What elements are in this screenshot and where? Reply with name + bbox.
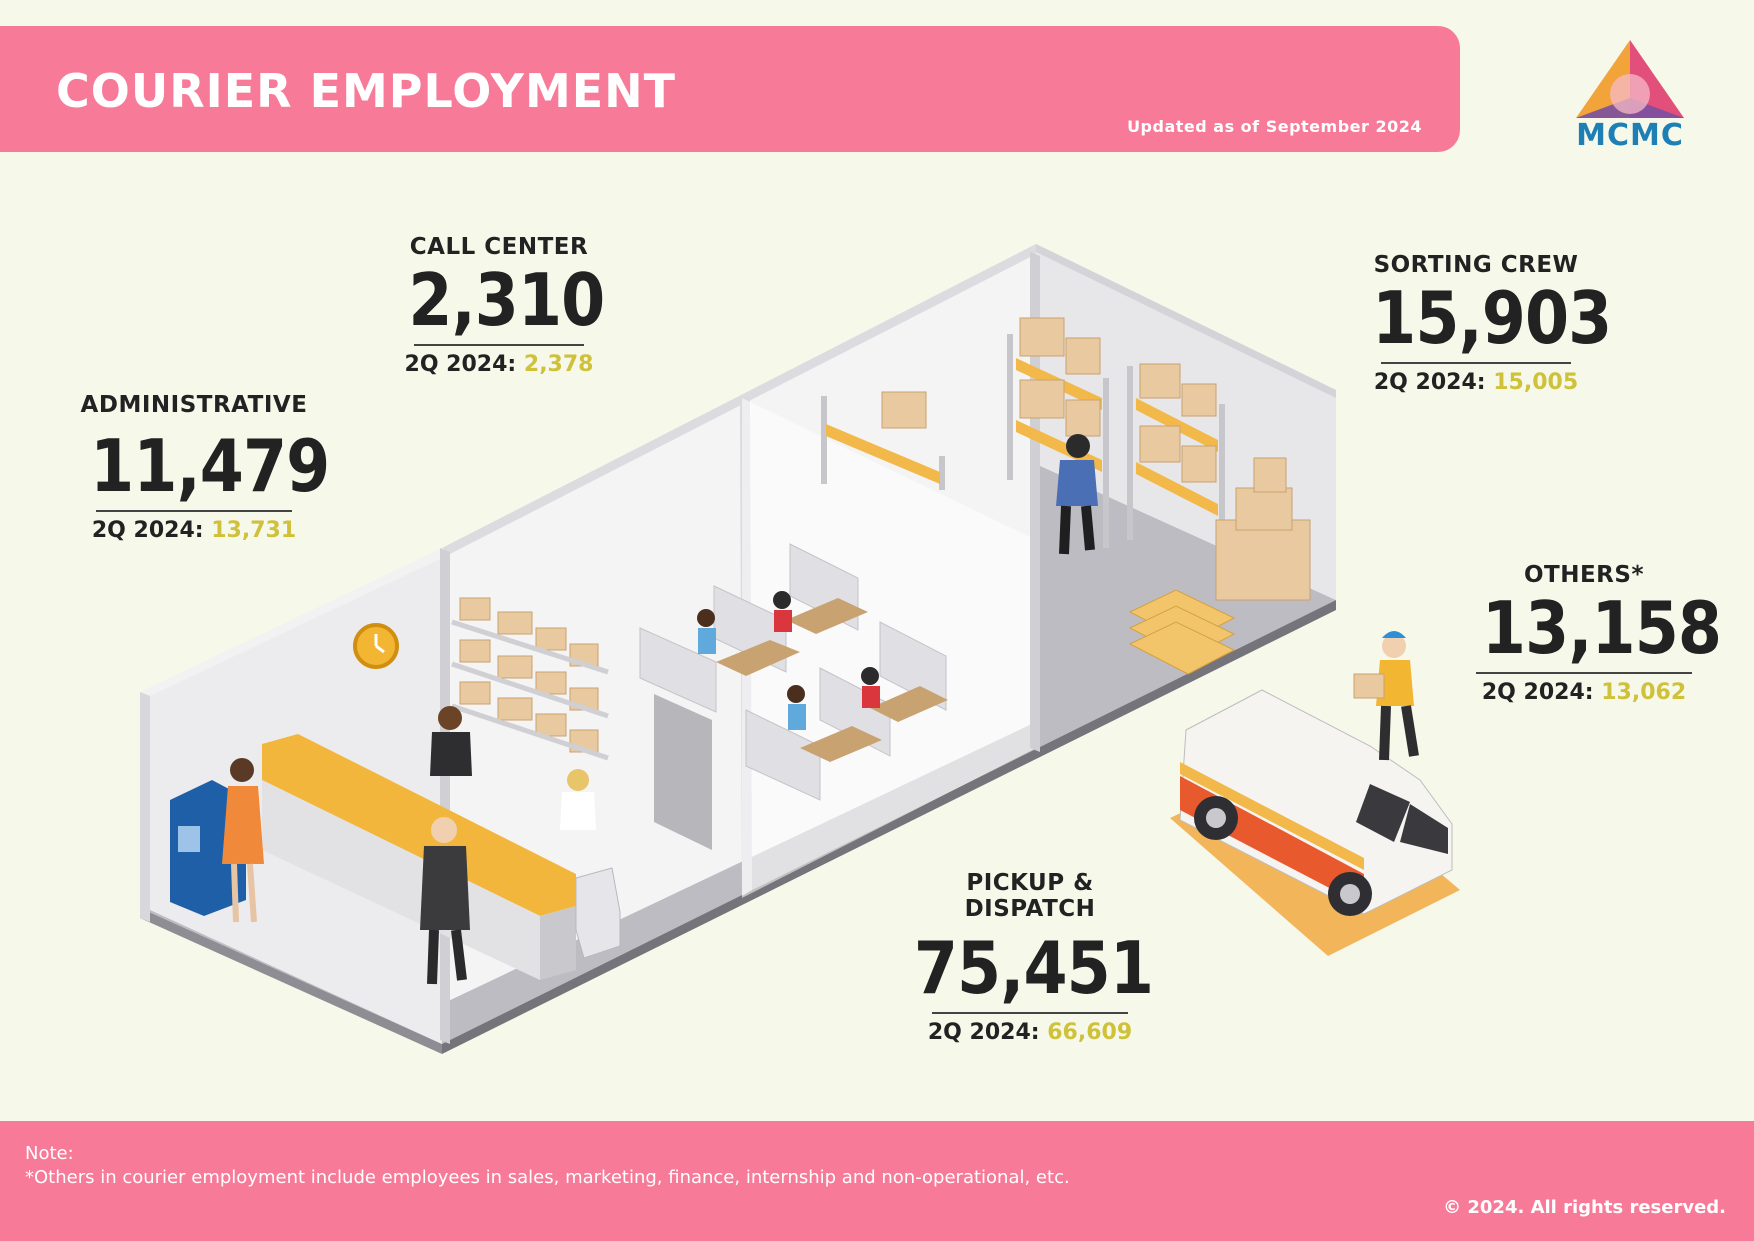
stat-divider — [1476, 672, 1692, 674]
stat-previous-value: 2,378 — [523, 352, 594, 377]
stat-divider — [96, 510, 292, 512]
stat-previous: 2Q 2024: 2,378 — [404, 352, 594, 377]
mcmc-logo-icon — [1576, 40, 1684, 118]
stat-previous-value: 13,731 — [211, 518, 297, 543]
stat-label: PICKUP & DISPATCH — [964, 870, 1096, 922]
stat-value: 13,158 — [1481, 586, 1722, 670]
page-title: COURIER EMPLOYMENT — [56, 64, 677, 118]
stat-label: CALL CENTER — [409, 234, 589, 260]
stat-previous-value: 66,609 — [1047, 1020, 1133, 1045]
stat-value: 75,451 — [913, 926, 1154, 1010]
stat-label: SORTING CREW — [1373, 252, 1579, 278]
stat-sorting-crew: SORTING CREW 15,903 2Q 2024: 15,005 — [1358, 252, 1612, 395]
stat-previous: 2Q 2024: 13,062 — [1481, 680, 1687, 705]
stat-value: 2,310 — [408, 258, 605, 342]
stat-previous: 2Q 2024: 66,609 — [927, 1020, 1133, 1045]
stat-administrative: ADMINISTRATIVE 11,479 2Q 2024: 13,731 — [76, 392, 331, 543]
footer-banner: Note: *Others in courier employment incl… — [0, 1121, 1754, 1241]
stat-divider — [414, 344, 584, 346]
stat-previous-value: 15,005 — [1493, 370, 1579, 395]
stat-divider — [932, 1012, 1128, 1014]
updated-date: Updated as of September 2024 — [1127, 117, 1422, 136]
note-title: Note: — [25, 1143, 74, 1164]
stat-previous: 2Q 2024: 13,731 — [91, 518, 297, 543]
stat-label: ADMINISTRATIVE — [80, 392, 308, 418]
stat-label: OTHERS* — [1523, 562, 1644, 588]
header-banner: COURIER EMPLOYMENT Updated as of Septemb… — [0, 26, 1460, 152]
logo-text: MCMC — [1576, 118, 1684, 153]
stat-value: 11,479 — [90, 424, 330, 508]
stat-pickup-dispatch: PICKUP & DISPATCH 75,451 2Q 2024: 66,609 — [898, 870, 1162, 1045]
stat-previous: 2Q 2024: 15,005 — [1373, 370, 1579, 395]
stat-call-center: CALL CENTER 2,310 2Q 2024: 2,378 — [396, 234, 606, 377]
stat-value: 15,903 — [1372, 276, 1612, 360]
note-text: *Others in courier employment include em… — [25, 1167, 1070, 1188]
copyright: © 2024. All rights reserved. — [1443, 1197, 1726, 1218]
stat-divider — [1381, 362, 1571, 364]
stat-others: OTHERS* 13,158 2Q 2024: 13,062 — [1468, 562, 1722, 705]
stat-previous-value: 13,062 — [1601, 680, 1687, 705]
